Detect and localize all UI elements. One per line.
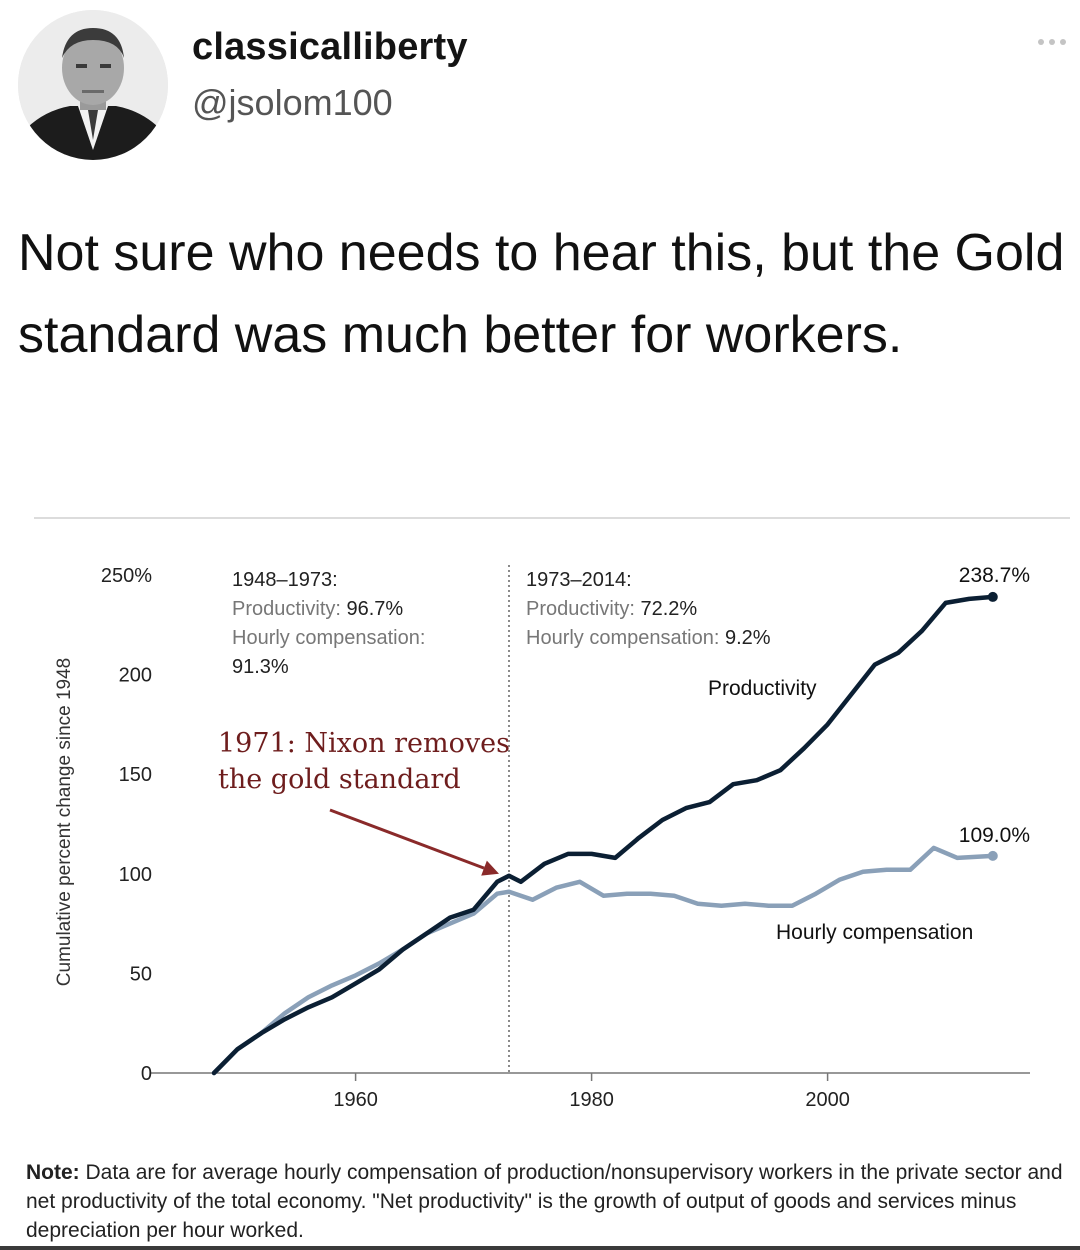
- chart-note: Note: Data are for average hourly compen…: [26, 1158, 1074, 1245]
- x-tick-label: 1980: [569, 1089, 614, 1111]
- series-line-hourly-compensation: [211, 845, 996, 1076]
- x-tick-label: 1960: [333, 1089, 378, 1111]
- period1-productivity: Productivity: 96.7%: [232, 598, 403, 620]
- period1-productivity-label: Productivity:: [232, 598, 346, 620]
- y-axis-label: Cumulative percent change since 1948: [54, 658, 75, 986]
- bottom-rule: [0, 1246, 1080, 1250]
- series-label-hourly-compensation: Hourly compensation: [776, 921, 973, 944]
- y-tick-label: 0: [141, 1063, 152, 1085]
- annotation-nixon: 1971: Nixon removes the gold standard: [218, 728, 510, 795]
- period1-comp-value: 91.3%: [232, 656, 289, 678]
- dot: [1060, 39, 1066, 45]
- nixon-line1: 1971: Nixon removes: [218, 728, 510, 759]
- period2-productivity-value: 72.2%: [640, 598, 697, 620]
- period2-comp-value: 9.2%: [725, 627, 771, 649]
- series-layer: [211, 591, 998, 1076]
- end-label-hourly-compensation: 109.0%: [959, 824, 1030, 847]
- display-name[interactable]: classicalliberty: [192, 26, 468, 68]
- period2-comp: Hourly compensation: 9.2%: [526, 627, 771, 649]
- x-tick-label: 2000: [805, 1089, 850, 1111]
- period2-title: 1973–2014:: [526, 569, 632, 591]
- nixon-arrow: [329, 808, 485, 870]
- y-tick-label: 50: [130, 963, 152, 985]
- period2-comp-label: Hourly compensation:: [526, 627, 725, 649]
- profile-photo: [18, 10, 168, 160]
- nixon-line2: the gold standard: [218, 764, 461, 795]
- avatar[interactable]: [18, 10, 168, 160]
- nixon-arrowhead: [481, 860, 499, 876]
- period2-productivity: Productivity: 72.2%: [526, 598, 697, 620]
- handle[interactable]: @jsolom100: [192, 82, 393, 123]
- end-label-productivity: 238.7%: [959, 564, 1030, 587]
- axes: 0 50 100 150 200 250% 1960 1980 2000: [101, 565, 1030, 1111]
- y-tick-label: 150: [119, 764, 152, 786]
- divider: [34, 517, 1070, 519]
- post-text: Not sure who needs to hear this, but the…: [18, 224, 1065, 364]
- period1-comp-label: Hourly compensation:: [232, 627, 425, 649]
- period1-title: 1948–1973:: [232, 569, 338, 591]
- dot: [1049, 39, 1055, 45]
- note-label: Note:: [26, 1161, 80, 1184]
- series-label-productivity: Productivity: [708, 677, 817, 700]
- series-line-productivity: [211, 594, 996, 1076]
- more-horizontal-icon[interactable]: [1032, 32, 1072, 52]
- dot: [1038, 39, 1044, 45]
- note-text: Data are for average hourly compensation…: [26, 1161, 1063, 1242]
- y-tick-label: 200: [119, 665, 152, 687]
- y-tick-label: 250%: [101, 565, 152, 587]
- series-end-point-hourly-compensation: [987, 850, 998, 861]
- series-end-point-productivity: [987, 591, 998, 602]
- annotation-period1: 1948–1973: Productivity: 96.7% Hourly co…: [232, 569, 425, 678]
- period1-productivity-value: 96.7%: [346, 598, 403, 620]
- y-tick-label: 100: [119, 864, 152, 886]
- annotation-period2: 1973–2014: Productivity: 72.2% Hourly co…: [526, 569, 771, 649]
- period2-productivity-label: Productivity:: [526, 598, 640, 620]
